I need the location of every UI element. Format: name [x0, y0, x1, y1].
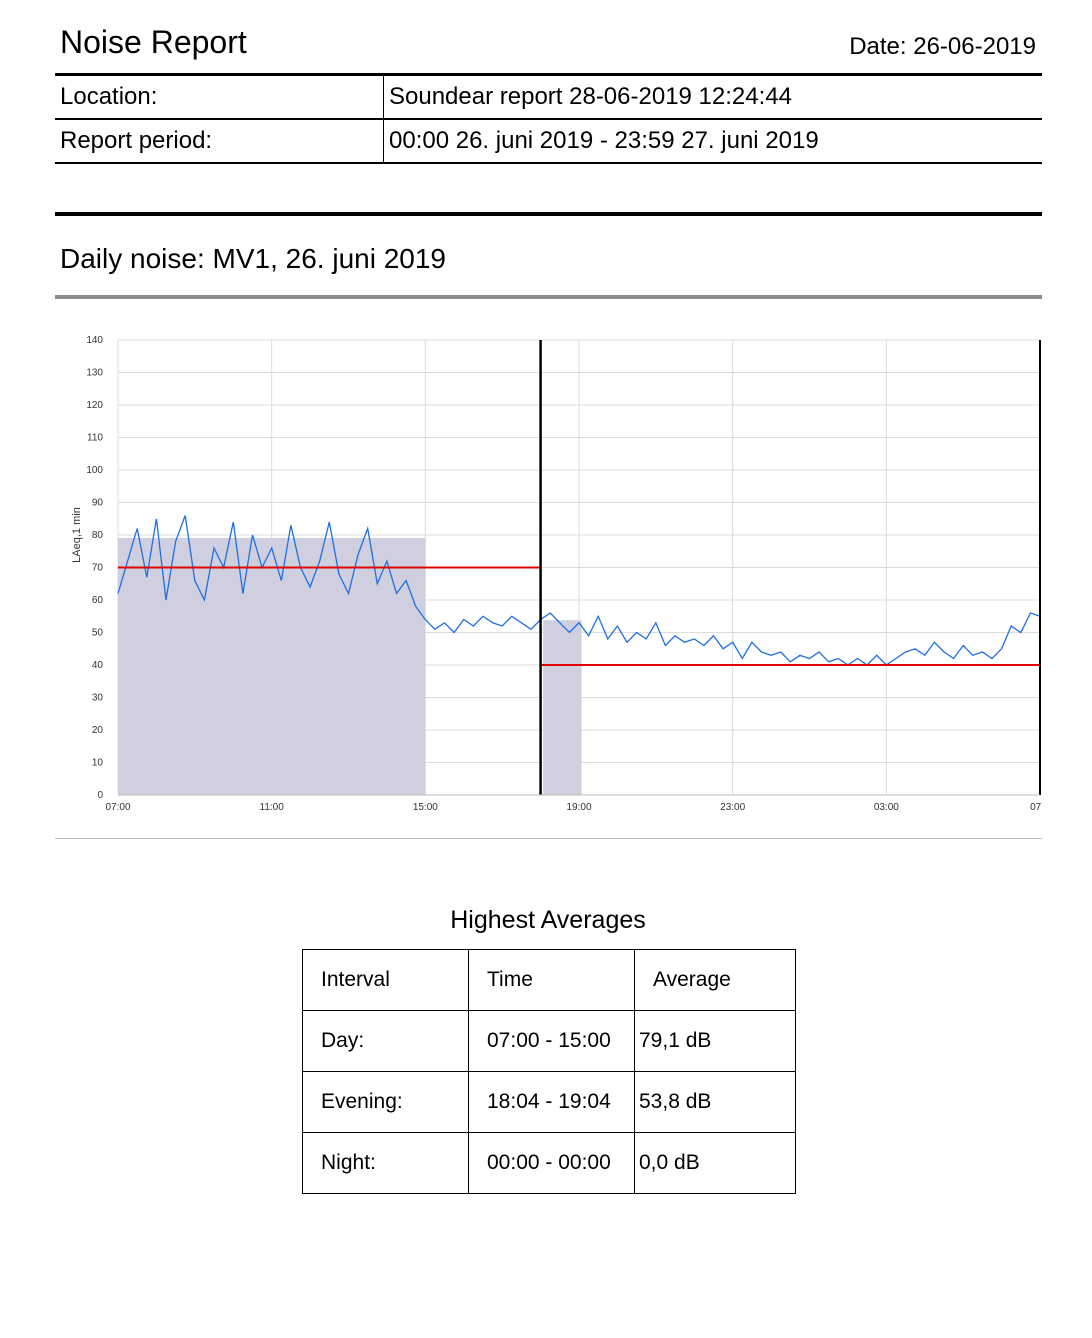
noise-chart: 0 10 20 30 40 50 60 70 80 90 100 110 120 130 140 07:00… [71, 335, 1042, 813]
y-tick-label: 130 [86, 368, 103, 379]
chart-limits [118, 566, 1040, 666]
x-tick-label: 15:00 [413, 802, 438, 813]
cell-interval: Day: [302, 1010, 469, 1072]
y-tick-label: 30 [92, 693, 104, 704]
y-tick-label: 90 [92, 498, 104, 509]
cell-time: 07:00 - 15:00 [468, 1010, 635, 1072]
meta-label: Report period: [55, 119, 384, 164]
y-tick-label: 70 [92, 563, 104, 574]
divider-grey [55, 295, 1042, 299]
x-tick-label: 23:00 [720, 802, 745, 813]
meta-row-location: Location: Soundear report 28-06-2019 12:… [55, 73, 1042, 120]
header-time: Time [468, 949, 635, 1011]
report-date: Date: 26-06-2019 [849, 33, 1036, 60]
averages-table: Interval Time Average Day: 07:00 - 15:00… [302, 949, 796, 1194]
x-tick-label: 07: [1030, 802, 1042, 813]
chart-bars [118, 537, 582, 795]
meta-value: 00:00 26. juni 2019 - 23:59 27. juni 201… [383, 119, 1042, 164]
divider-thick [55, 212, 1042, 216]
section-title: Daily noise: MV1, 26. juni 2019 [60, 243, 446, 274]
table-row: Day: 07:00 - 15:00 79,1 dB [302, 1010, 796, 1072]
table-row: Night: 00:00 - 00:00 0,0 dB [302, 1132, 796, 1194]
average-bar [118, 537, 426, 795]
x-tick-label: 07:00 [105, 802, 130, 813]
meta-row-period: Report period: 00:00 26. juni 2019 - 23:… [55, 119, 1042, 164]
meta-label: Location: [55, 73, 384, 120]
x-tick-label: 11:00 [260, 802, 285, 813]
y-tick-labels: 0 10 20 30 40 50 60 70 80 90 100 110 120 130 140 [86, 335, 103, 801]
cell-interval: Night: [302, 1132, 469, 1194]
y-tick-label: 100 [86, 465, 103, 476]
y-tick-label: 10 [92, 758, 104, 769]
x-tick-label: 19:00 [566, 802, 591, 813]
cell-time: 00:00 - 00:00 [468, 1132, 635, 1194]
meta-value: Soundear report 28-06-2019 12:24:44 [383, 73, 1042, 120]
table-header-row: Interval Time Average [302, 949, 796, 1011]
header-interval: Interval [302, 949, 469, 1011]
header-average: Average [634, 949, 796, 1011]
table-row: Evening: 18:04 - 19:04 53,8 dB [302, 1071, 796, 1133]
cell-interval: Evening: [302, 1071, 469, 1133]
cell-time: 18:04 - 19:04 [468, 1071, 635, 1133]
cell-average: 79,1 dB [634, 1010, 796, 1072]
y-tick-label: 80 [92, 530, 104, 541]
cell-average: 53,8 dB [634, 1071, 796, 1133]
y-tick-label: 140 [86, 335, 103, 346]
divider-thin [55, 838, 1042, 839]
y-axis-label: LAeq,1 min [71, 507, 83, 563]
y-tick-label: 60 [92, 595, 104, 606]
y-tick-label: 110 [87, 433, 103, 444]
x-tick-labels: 07:00 11:00 15:00 19:00 23:00 03:00 07: [105, 802, 1042, 813]
x-tick-label: 03:00 [874, 802, 899, 813]
report-meta-table: Location: Soundear report 28-06-2019 12:… [55, 73, 1042, 164]
y-tick-label: 50 [92, 628, 104, 639]
report-title: Noise Report [60, 24, 247, 60]
average-bar [543, 620, 582, 795]
y-tick-label: 20 [92, 725, 104, 736]
averages-title: Highest Averages [450, 906, 646, 934]
y-tick-label: 120 [86, 400, 103, 411]
y-tick-label: 40 [92, 660, 104, 671]
chart-axes [118, 340, 1041, 796]
cell-average: 0,0 dB [634, 1132, 796, 1194]
y-tick-label: 0 [97, 790, 103, 801]
